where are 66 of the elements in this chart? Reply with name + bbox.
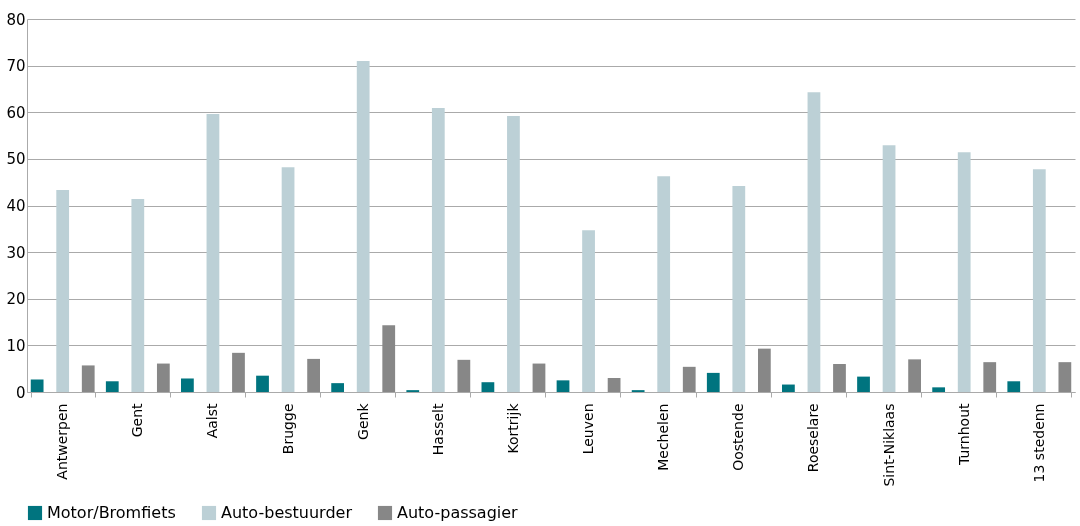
bar	[732, 185, 746, 392]
bar	[932, 387, 946, 392]
bar	[556, 380, 570, 392]
bar	[607, 378, 621, 392]
bar	[706, 372, 720, 392]
y-tick-label: 0	[15, 383, 26, 402]
x-tick-label: Mechelen	[655, 403, 672, 471]
bar	[206, 114, 220, 392]
bar	[431, 108, 445, 392]
x-tick-label: Gent	[129, 402, 146, 438]
x-tick-label: Roeselare	[805, 403, 822, 473]
bar	[382, 325, 396, 392]
x-tick-label: Genk	[354, 402, 371, 440]
x-tick-label: Oostende	[730, 403, 747, 471]
bar	[56, 190, 70, 392]
bar	[181, 378, 194, 392]
bar	[1007, 381, 1021, 392]
x-tick-label: Leuven	[580, 403, 597, 455]
bar	[957, 152, 971, 392]
bar	[105, 381, 119, 392]
bar	[807, 92, 821, 392]
bar	[757, 348, 771, 392]
bar	[1032, 169, 1046, 392]
y-tick-label: 70	[6, 57, 26, 76]
bar	[307, 358, 320, 392]
bar	[81, 365, 95, 392]
x-tick-label: Kortrijk	[504, 402, 521, 454]
y-tick-label: 30	[6, 243, 26, 262]
bar	[457, 359, 471, 392]
bar	[908, 359, 921, 392]
legend-label: Auto-bestuurder	[221, 503, 353, 522]
bar	[833, 364, 846, 392]
bar	[281, 167, 295, 392]
bar	[857, 376, 870, 392]
bar	[1058, 362, 1072, 392]
bar	[682, 366, 696, 392]
bar	[983, 362, 997, 392]
y-tick-label: 40	[6, 197, 26, 215]
x-tick-label: 13 stedenn	[1030, 403, 1047, 483]
bar	[232, 352, 245, 392]
bar	[582, 230, 595, 392]
x-tick-label: Turnhout	[955, 402, 972, 466]
bar	[30, 379, 44, 392]
bar	[131, 198, 145, 392]
bar	[256, 375, 269, 392]
y-tick-label: 80	[6, 10, 26, 29]
y-tick-label: 60	[6, 103, 26, 122]
y-tick-label: 20	[6, 290, 26, 309]
bar	[356, 60, 370, 392]
bar	[657, 176, 671, 392]
bar	[507, 115, 520, 392]
x-tick-label: Antwerpen	[54, 403, 71, 480]
bar	[782, 384, 795, 392]
x-tick-label: Sint-Niklaas	[880, 403, 897, 487]
x-tick-label: Aalst	[204, 403, 221, 439]
y-tick-label: 10	[6, 336, 26, 355]
bar	[882, 145, 896, 392]
legend-label: Auto-passagier	[397, 503, 519, 522]
bar	[532, 363, 546, 392]
bar	[331, 383, 345, 392]
x-tick-label: Hasselt	[429, 402, 446, 456]
bar	[481, 382, 495, 392]
bar	[156, 363, 170, 392]
y-tick-label: 50	[6, 150, 26, 169]
legend-label: Motor/Bromfiets	[47, 503, 176, 522]
x-tick-label: Brugge	[279, 403, 296, 455]
